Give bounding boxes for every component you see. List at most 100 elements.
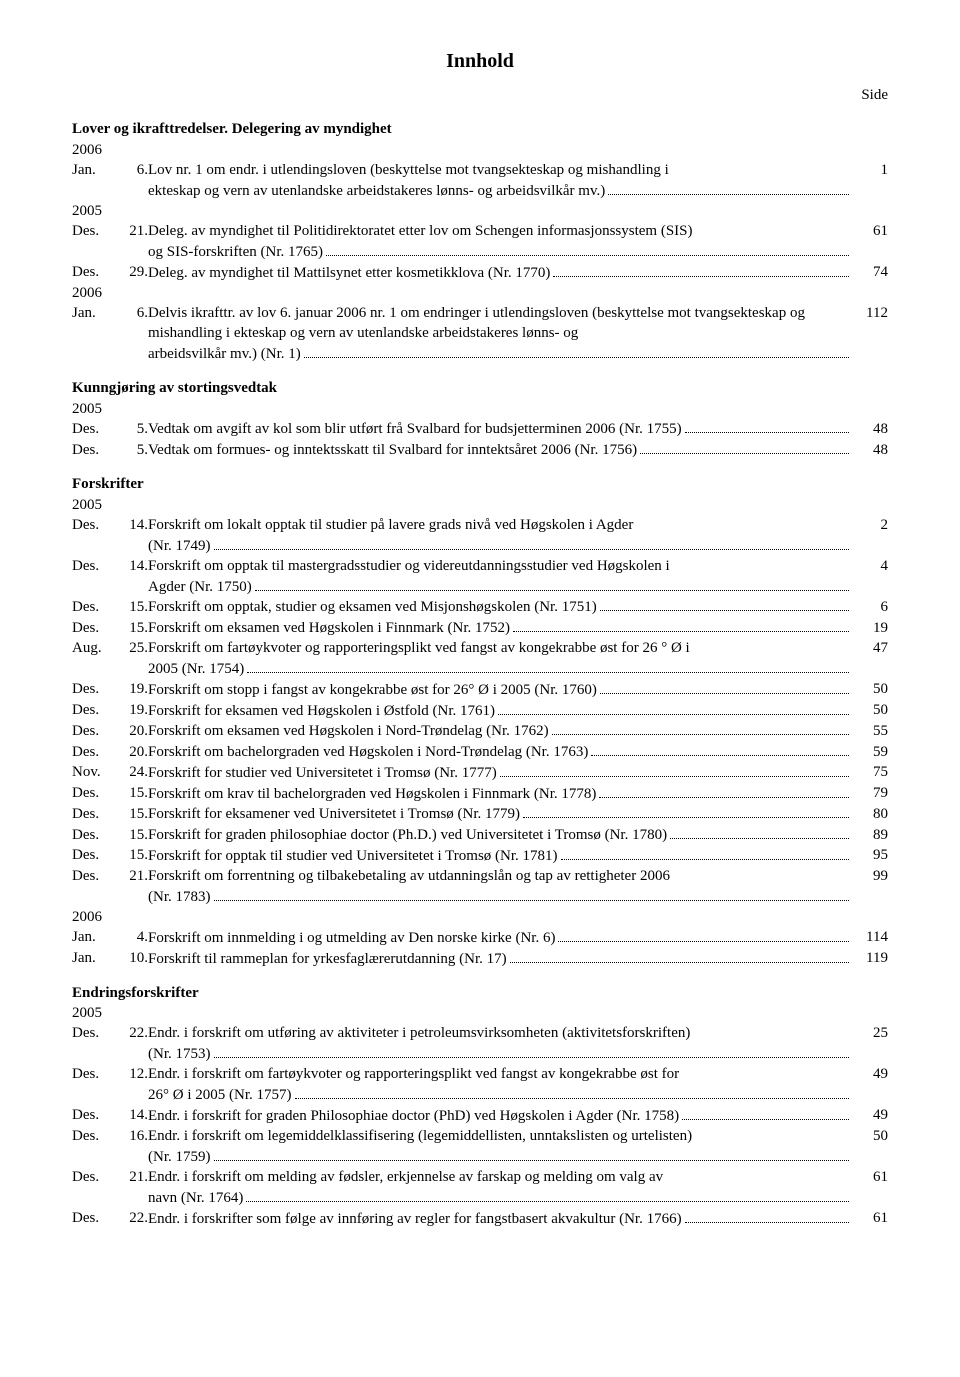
entry-page: 55 <box>852 721 888 742</box>
entry-month: Des. <box>72 618 116 639</box>
entry-day: 5. <box>116 440 148 461</box>
entry-day: 14. <box>116 556 148 597</box>
entry-day: 15. <box>116 804 148 825</box>
entry-page: 50 <box>852 679 888 700</box>
table-row: Des.14.Endr. i forskrift for graden Phil… <box>72 1105 888 1126</box>
entry-text: Delvis ikrafttr. av lov 6. januar 2006 n… <box>148 303 852 364</box>
leader-dots <box>608 180 849 195</box>
toc-content: Lover og ikrafttredelser. Delegering av … <box>72 119 888 1229</box>
entry-text: Forskrift for eksamener ved Universitete… <box>148 804 852 825</box>
table-row: Des.15.Forskrift om krav til bachelorgra… <box>72 783 888 804</box>
entry-page: 74 <box>852 262 888 283</box>
entry-table: Des.14.Forskrift om lokalt opptak til st… <box>72 515 888 907</box>
table-row: Jan.6.Lov nr. 1 om endr. i utlendingslov… <box>72 160 888 201</box>
leader-dots <box>510 948 849 963</box>
entry-month: Des. <box>72 262 116 283</box>
table-row: Des.21.Endr. i forskrift om melding av f… <box>72 1167 888 1208</box>
entry-day: 6. <box>116 303 148 364</box>
entry-day: 15. <box>116 597 148 618</box>
leader-dots <box>558 927 849 942</box>
leader-dots <box>600 679 849 694</box>
entry-day: 15. <box>116 618 148 639</box>
entry-month: Des. <box>72 1105 116 1126</box>
leader-dots <box>600 597 849 612</box>
entry-text: Forskrift om stopp i fangst av kongekrab… <box>148 679 852 700</box>
entry-day: 14. <box>116 1105 148 1126</box>
leader-dots <box>561 845 849 860</box>
table-row: Des.16.Endr. i forskrift om legemiddelkl… <box>72 1126 888 1167</box>
table-row: Des.21.Forskrift om forrentning og tilba… <box>72 866 888 907</box>
entry-day: 12. <box>116 1064 148 1105</box>
entry-month: Des. <box>72 866 116 907</box>
table-row: Des.14.Forskrift om lokalt opptak til st… <box>72 515 888 556</box>
year-label: 2005 <box>72 201 888 221</box>
entry-month: Des. <box>72 845 116 866</box>
entry-page: 79 <box>852 783 888 804</box>
entry-day: 20. <box>116 742 148 763</box>
table-row: Nov.24.Forskrift for studier ved Univers… <box>72 762 888 783</box>
year-label: 2005 <box>72 399 888 419</box>
entry-day: 21. <box>116 1167 148 1208</box>
leader-dots <box>523 804 849 819</box>
leader-dots <box>670 825 849 840</box>
entry-text: Forskrift for studier ved Universitetet … <box>148 762 852 783</box>
entry-text: Endr. i forskrift for graden Philosophia… <box>148 1105 852 1126</box>
entry-text: Forskrift om fartøykvoter og rapporterin… <box>148 638 852 679</box>
entry-page: 6 <box>852 597 888 618</box>
entry-text: Endr. i forskrifter som følge av innføri… <box>148 1208 852 1229</box>
entry-text: Forskrift til rammeplan for yrkesfaglære… <box>148 948 852 969</box>
entry-table: Jan.4.Forskrift om innmelding i og utmel… <box>72 927 888 969</box>
section-heading: Kunngjøring av stortingsvedtak <box>72 378 888 398</box>
table-row: Des.19.Forskrift om stopp i fangst av ko… <box>72 679 888 700</box>
entry-day: 19. <box>116 679 148 700</box>
year-label: 2005 <box>72 495 888 515</box>
entry-day: 15. <box>116 845 148 866</box>
entry-day: 4. <box>116 927 148 948</box>
entry-text: Forskrift for graden philosophiae doctor… <box>148 825 852 846</box>
entry-text: Forskrift om bachelorgraden ved Høgskole… <box>148 742 852 763</box>
leader-dots <box>682 1105 849 1120</box>
entry-day: 5. <box>116 419 148 440</box>
table-row: Aug.25.Forskrift om fartøykvoter og rapp… <box>72 638 888 679</box>
entry-text: Forskrift for opptak til studier ved Uni… <box>148 845 852 866</box>
table-row: Des.22.Endr. i forskrifter som følge av … <box>72 1208 888 1229</box>
table-row: Des.20.Forskrift om bachelorgraden ved H… <box>72 742 888 763</box>
leader-dots <box>326 241 849 256</box>
entry-page: 2 <box>852 515 888 556</box>
entry-month: Des. <box>72 1023 116 1064</box>
entry-text: Endr. i forskrift om utføring av aktivit… <box>148 1023 852 1064</box>
entry-page: 112 <box>852 303 888 364</box>
entry-text: Forskrift for eksamen ved Høgskolen i Øs… <box>148 700 852 721</box>
side-label: Side <box>72 85 888 105</box>
section-heading: Lover og ikrafttredelser. Delegering av … <box>72 119 888 139</box>
entry-text: Deleg. av myndighet til Mattilsynet ette… <box>148 262 852 283</box>
entry-day: 19. <box>116 700 148 721</box>
entry-month: Des. <box>72 515 116 556</box>
entry-month: Des. <box>72 679 116 700</box>
entry-day: 22. <box>116 1208 148 1229</box>
entry-day: 15. <box>116 825 148 846</box>
entry-month: Des. <box>72 1064 116 1105</box>
table-row: Des.20.Forskrift om eksamen ved Høgskole… <box>72 721 888 742</box>
entry-month: Des. <box>72 597 116 618</box>
entry-page: 119 <box>852 948 888 969</box>
entry-table: Jan.6.Delvis ikrafttr. av lov 6. januar … <box>72 303 888 364</box>
entry-month: Jan. <box>72 160 116 201</box>
leader-dots <box>214 535 850 550</box>
entry-text: Endr. i forskrift om legemiddelklassifis… <box>148 1126 852 1167</box>
entry-month: Des. <box>72 1126 116 1167</box>
table-row: Des.14.Forskrift om opptak til mastergra… <box>72 556 888 597</box>
entry-page: 47 <box>852 638 888 679</box>
entry-page: 59 <box>852 742 888 763</box>
table-row: Des.5.Vedtak om avgift av kol som blir u… <box>72 419 888 440</box>
entry-day: 22. <box>116 1023 148 1064</box>
entry-text: Forskrift om eksamen ved Høgskolen i Nor… <box>148 721 852 742</box>
leader-dots <box>513 618 849 633</box>
entry-text: Lov nr. 1 om endr. i utlendingsloven (be… <box>148 160 852 201</box>
leader-dots <box>685 1208 849 1223</box>
entry-text: Forskrift om innmelding i og utmelding a… <box>148 927 852 948</box>
entry-page: 61 <box>852 221 888 262</box>
table-row: Des.22.Endr. i forskrift om utføring av … <box>72 1023 888 1064</box>
leader-dots <box>599 783 849 798</box>
table-row: Des.19.Forskrift for eksamen ved Høgskol… <box>72 700 888 721</box>
